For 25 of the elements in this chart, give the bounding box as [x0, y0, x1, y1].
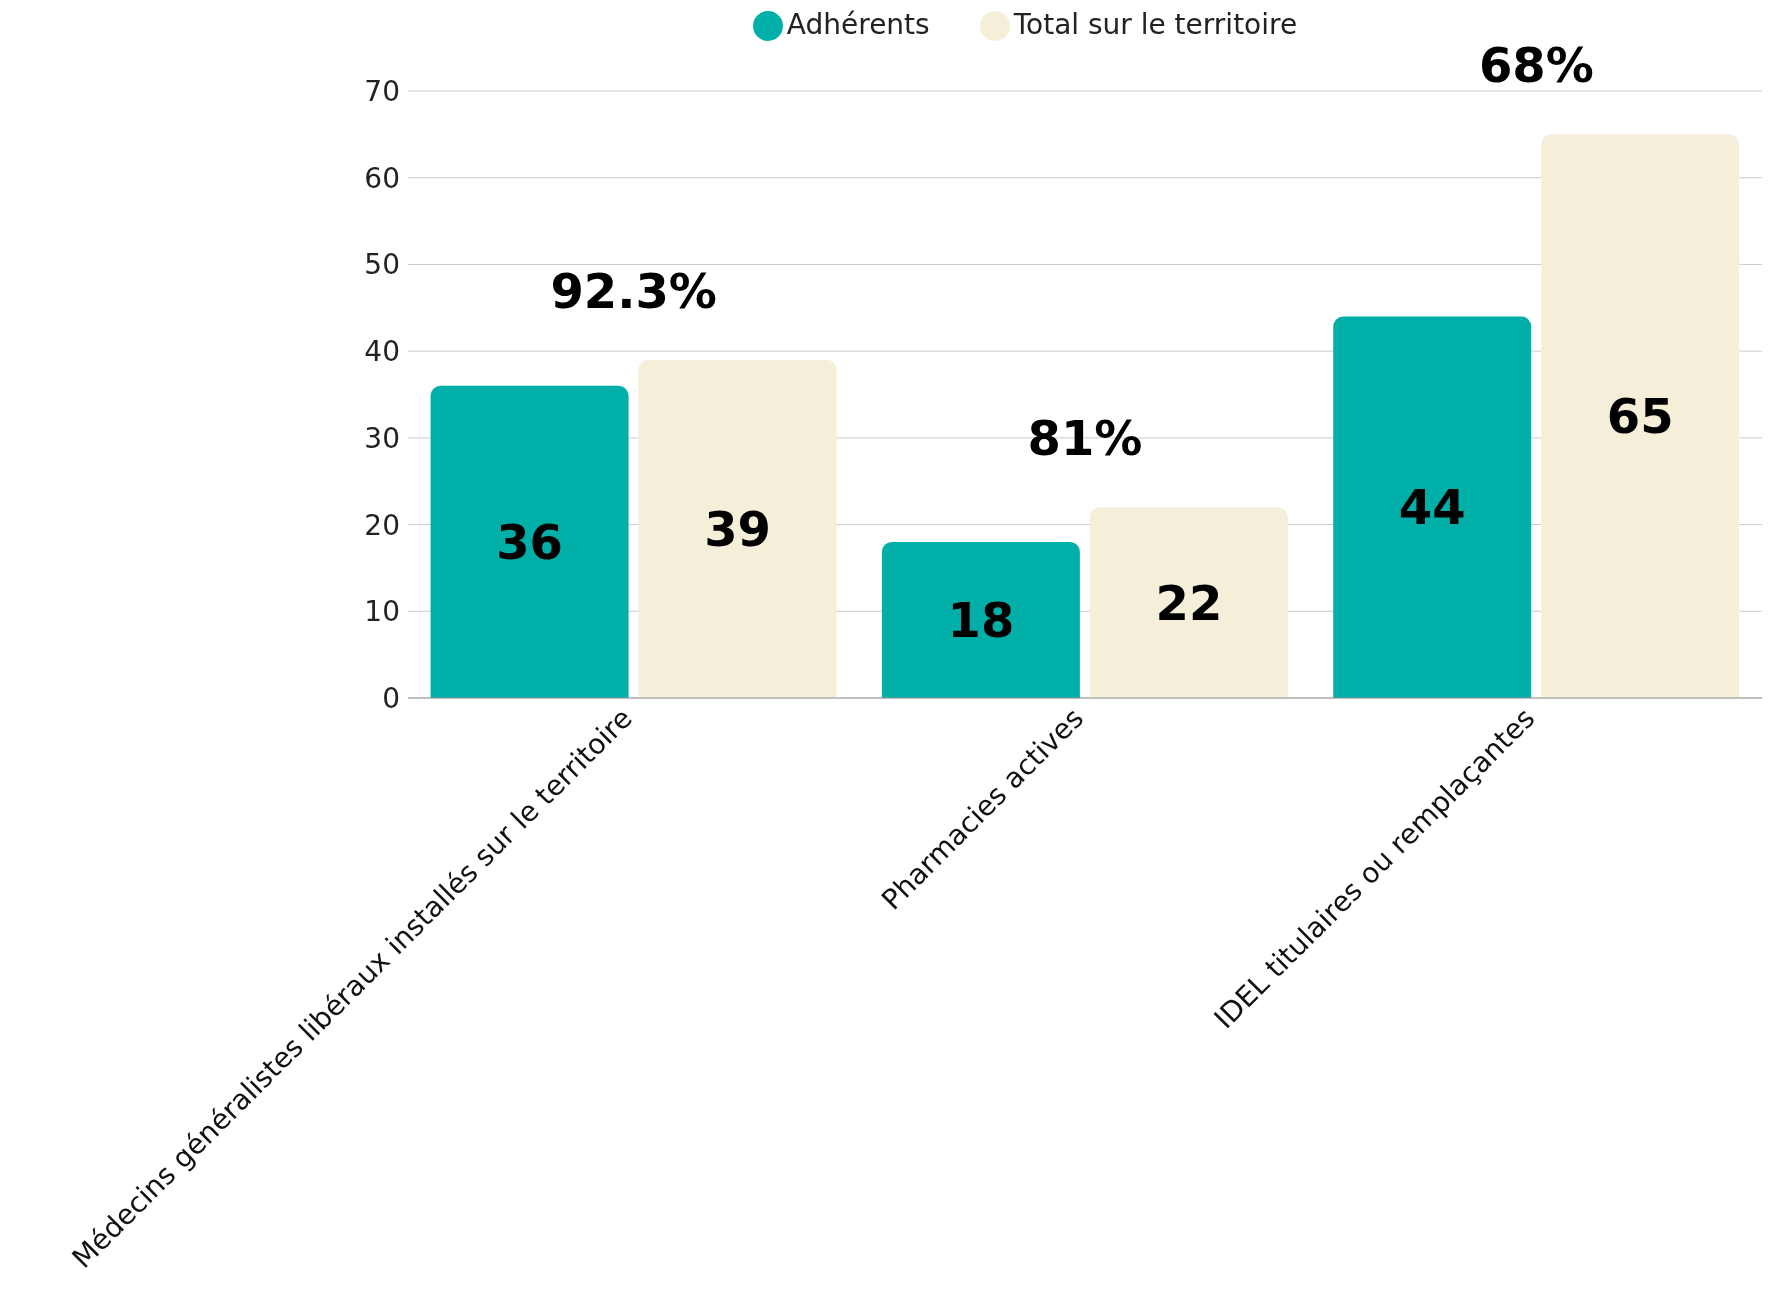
y-tick-label: 70 [364, 74, 400, 108]
annotation: 68% [1478, 37, 1594, 94]
data-label: 22 [1155, 574, 1223, 631]
bar [430, 385, 629, 698]
y-tick-label: 0 [382, 681, 400, 715]
legend-label: Total sur le territoire [1013, 8, 1298, 41]
legend-label: Adhérents [786, 8, 930, 41]
y-tick-label: 60 [364, 161, 400, 195]
bar [1541, 134, 1740, 698]
y-tick-label: 30 [364, 421, 400, 455]
y-tick-label: 50 [364, 248, 400, 282]
data-label: 18 [947, 592, 1015, 648]
data-label: 65 [1606, 388, 1674, 445]
bar [638, 359, 837, 698]
annotation: 81% [1027, 410, 1143, 467]
y-tick-label: 20 [364, 508, 400, 542]
bar [1089, 507, 1288, 698]
y-tick-label: 10 [364, 595, 400, 629]
bar [881, 541, 1080, 698]
y-tick-label: 40 [364, 335, 400, 369]
bar [1333, 316, 1532, 698]
data-label: 39 [704, 500, 771, 557]
data-label: 44 [1398, 479, 1466, 536]
data-label: 36 [496, 513, 563, 570]
annotation: 92.3% [550, 262, 717, 319]
